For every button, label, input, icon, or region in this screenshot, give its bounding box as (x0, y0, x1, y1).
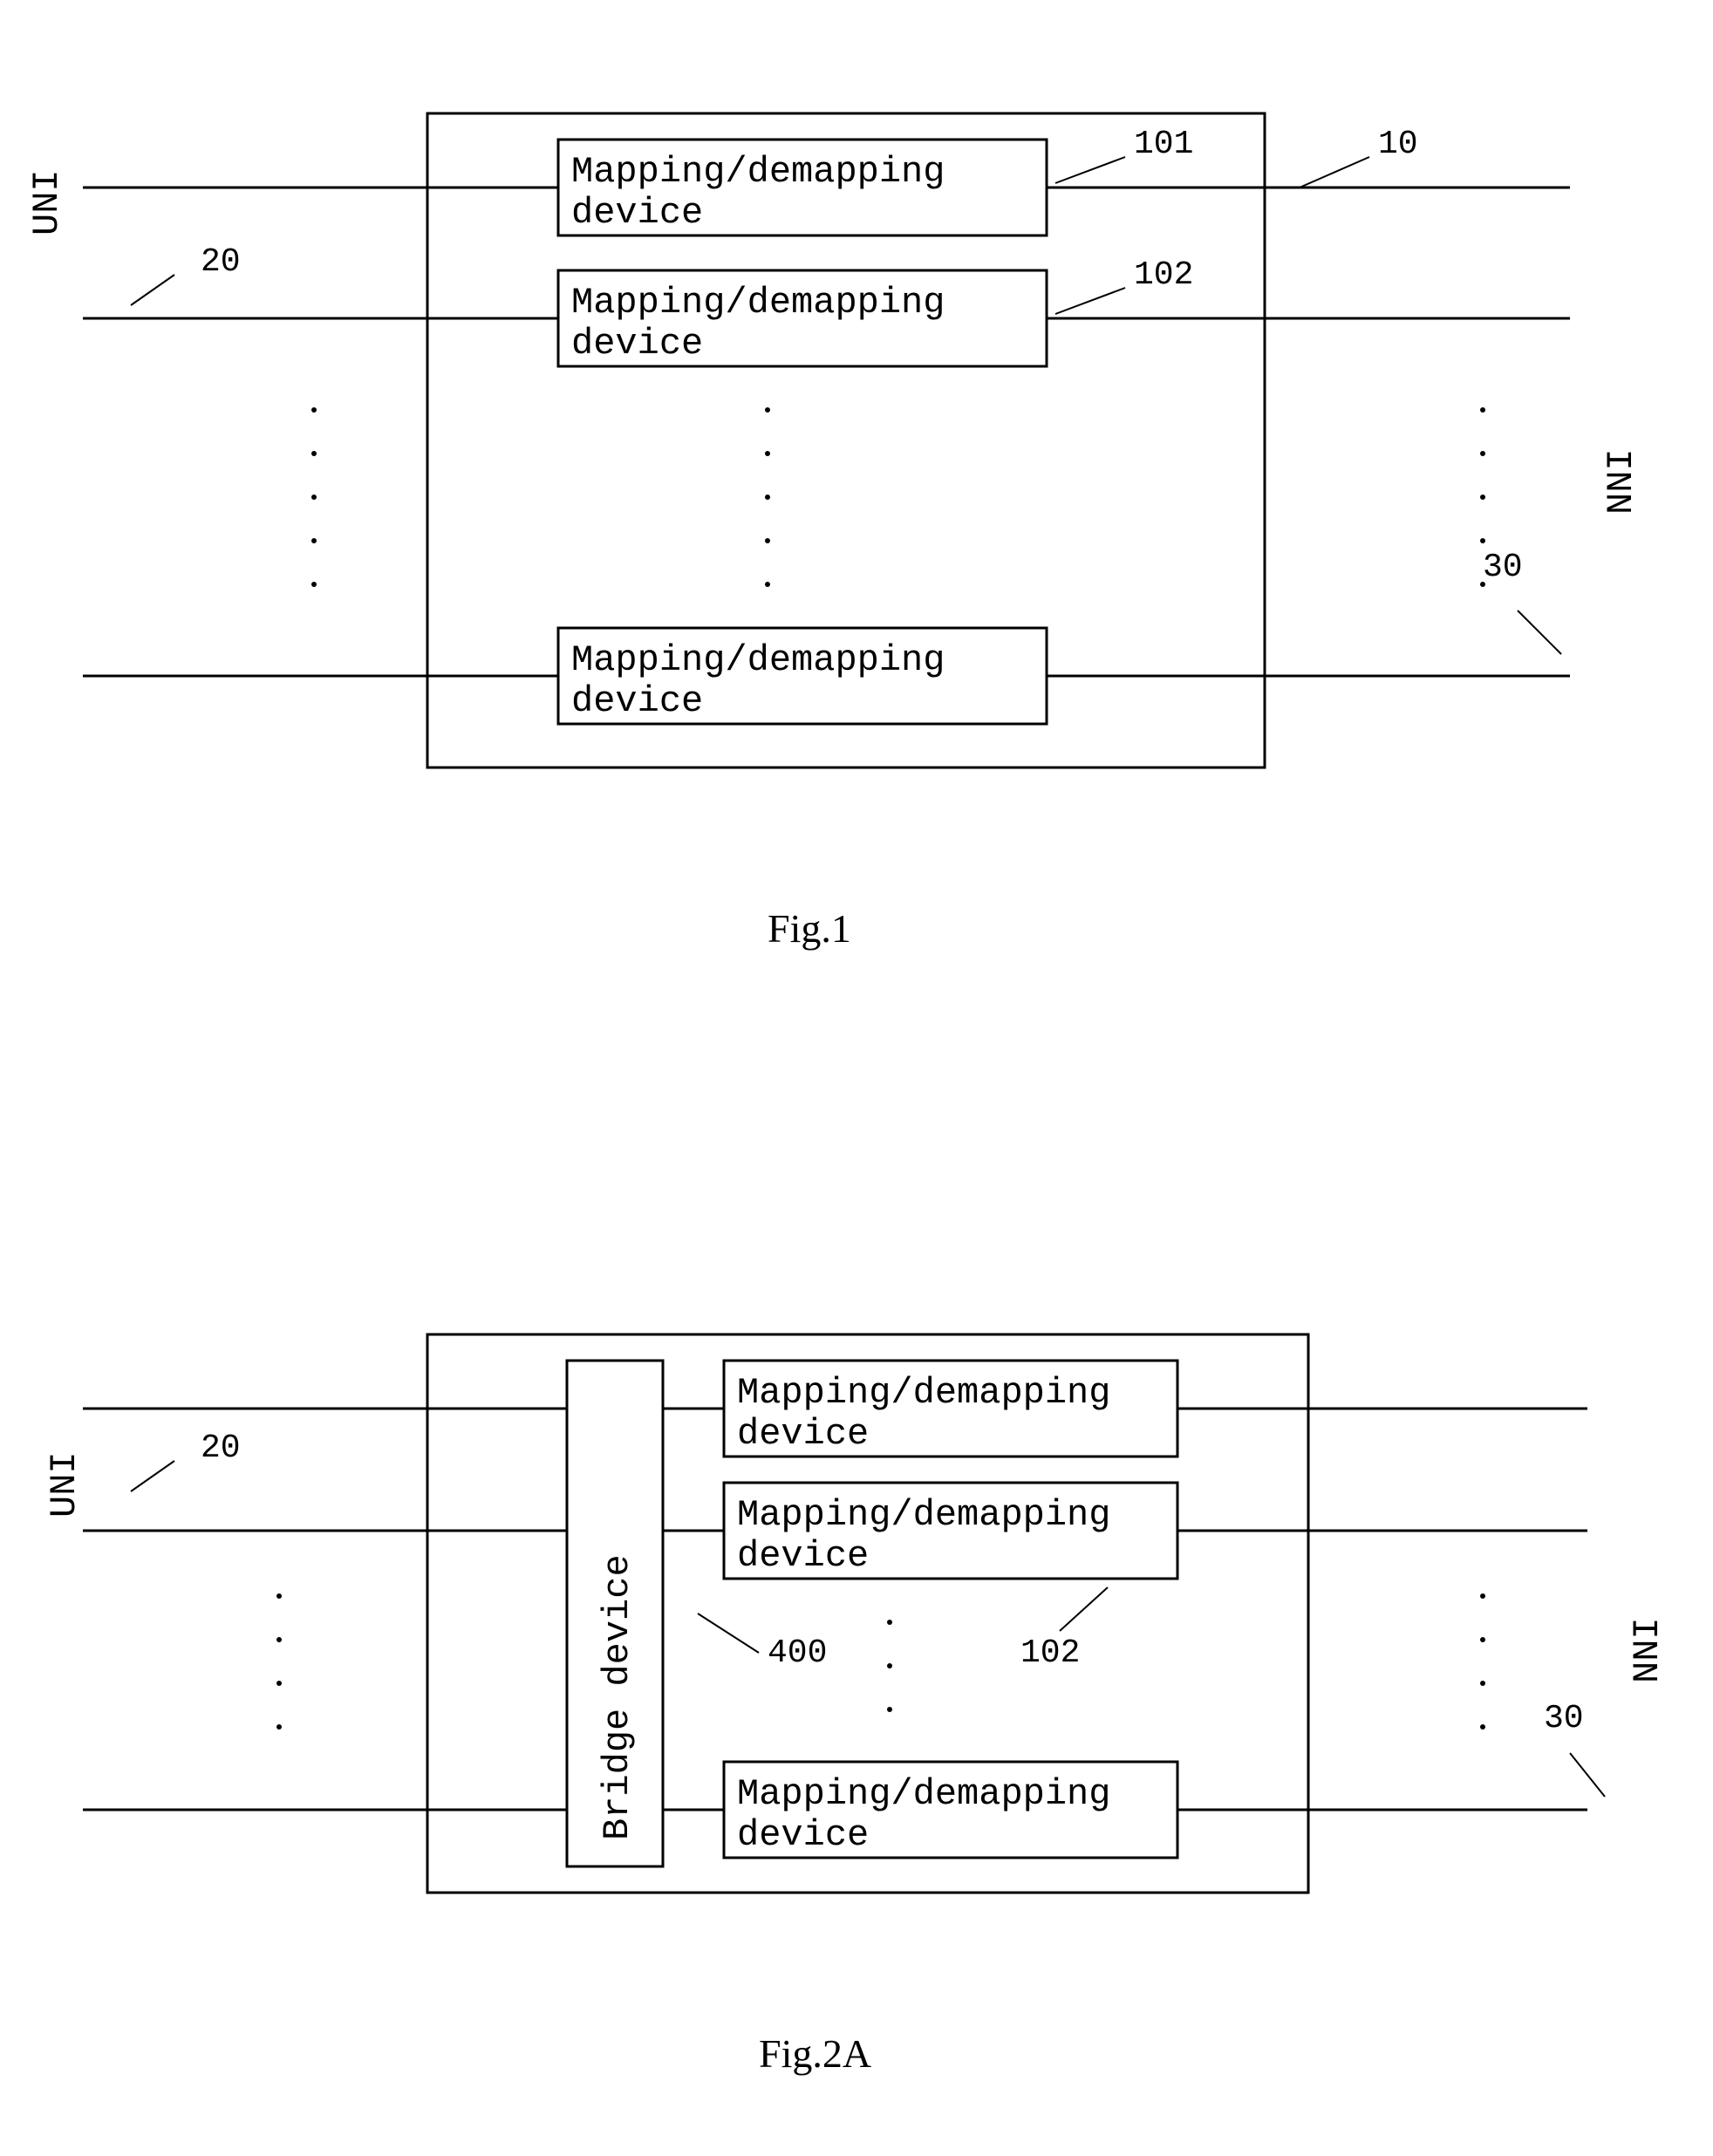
ellipsis-dot (1480, 1681, 1485, 1686)
ellipsis-dot (1480, 1593, 1485, 1599)
uni-label: UNI (26, 169, 68, 235)
device-label-line1: Mapping/demapping (737, 1372, 1110, 1414)
device-label-line2: device (571, 192, 703, 234)
ellipsis-dot (1480, 407, 1485, 413)
ellipsis-dot (1480, 451, 1485, 456)
device-label-line2: device (571, 680, 703, 722)
leader-line (698, 1614, 759, 1653)
ellipsis-dot (765, 495, 770, 500)
leader-line (1055, 288, 1125, 314)
leader-line (1300, 157, 1369, 188)
ref-label: 101 (1134, 126, 1193, 163)
nni-label: NNI (1600, 448, 1642, 515)
device-label-line1: Mapping/demapping (571, 151, 945, 193)
ellipsis-dot (311, 582, 317, 587)
leader-line (1060, 1587, 1108, 1631)
ellipsis-dot (765, 407, 770, 413)
nni-label: NNI (1627, 1617, 1669, 1683)
fig1-caption: Fig.1 (768, 906, 851, 951)
ellipsis-dot (276, 1593, 282, 1599)
leader-line (1055, 157, 1125, 183)
ellipsis-dot (276, 1724, 282, 1730)
ref-label: 102 (1020, 1634, 1080, 1672)
leader-line (131, 275, 174, 305)
ellipsis-dot (311, 451, 317, 456)
ellipsis-dot (887, 1663, 892, 1668)
device-label-line1: Mapping/demapping (571, 639, 945, 681)
ellipsis-dot (1480, 1724, 1485, 1730)
device-label-line2: device (737, 1535, 869, 1577)
ref-label: 10 (1378, 126, 1418, 163)
leader-line (131, 1461, 174, 1491)
ellipsis-dot (311, 495, 317, 500)
ellipsis-dot (765, 451, 770, 456)
device-label-line2: device (571, 323, 703, 365)
ref-label: 400 (768, 1634, 827, 1672)
ellipsis-dot (276, 1637, 282, 1642)
device-label-line1: Mapping/demapping (571, 282, 945, 324)
leader-line (1518, 611, 1561, 654)
ellipsis-dot (887, 1620, 892, 1625)
ellipsis-dot (887, 1707, 892, 1712)
device-label-line2: device (737, 1814, 869, 1856)
ellipsis-dot (276, 1681, 282, 1686)
ref-label: 20 (201, 243, 241, 281)
ellipsis-dot (1480, 495, 1485, 500)
bridge-label: Bridge device (597, 1554, 638, 1840)
ref-label: 20 (201, 1429, 241, 1467)
ref-label: 30 (1483, 549, 1523, 586)
ellipsis-dot (765, 582, 770, 587)
ref-label: 102 (1134, 256, 1193, 294)
ellipsis-dot (311, 538, 317, 543)
ellipsis-dot (765, 538, 770, 543)
leader-line (1570, 1753, 1605, 1797)
ellipsis-dot (311, 407, 317, 413)
ellipsis-dot (1480, 538, 1485, 543)
device-label-line1: Mapping/demapping (737, 1773, 1110, 1815)
uni-label: UNI (44, 1451, 85, 1518)
device-label-line1: Mapping/demapping (737, 1494, 1110, 1536)
ellipsis-dot (1480, 1637, 1485, 1642)
fig2a-caption: Fig.2A (759, 2031, 871, 2076)
device-label-line2: device (737, 1413, 869, 1455)
ref-label: 30 (1544, 1700, 1584, 1737)
